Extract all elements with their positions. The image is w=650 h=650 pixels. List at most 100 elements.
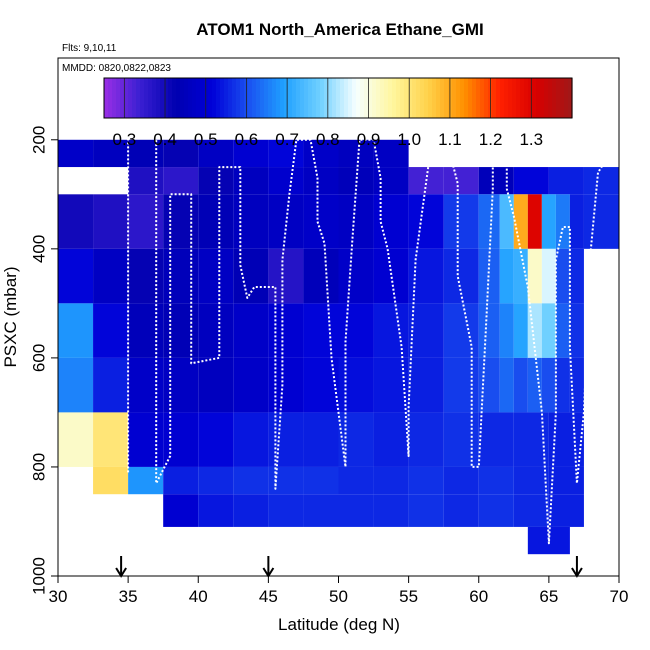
heatmap-cell [527, 357, 542, 413]
heatmap-cell [555, 248, 570, 304]
heatmap-cell [128, 412, 164, 467]
heatmap-cell [163, 466, 199, 495]
heatmap-cell [93, 357, 129, 413]
colorbar-segment [124, 78, 129, 118]
heatmap-cell [408, 412, 444, 467]
colorbar-segment [376, 78, 381, 118]
heatmap-cell [128, 167, 164, 195]
heatmap-cell [499, 357, 514, 413]
heatmap-cell [478, 303, 500, 358]
heatmap-cell [541, 194, 556, 249]
heatmap-cell [541, 303, 556, 358]
colorbar-segment [528, 78, 533, 118]
colorbar-segment [388, 78, 393, 118]
chart-title: ATOM1 North_America Ethane_GMI [196, 20, 484, 39]
heatmap-cell [198, 466, 234, 495]
heatmap-cell [338, 412, 374, 467]
heatmap-cell [513, 494, 549, 527]
heatmap-cell [198, 167, 234, 195]
colorbar-segment [456, 78, 461, 118]
heatmap-cell [233, 357, 269, 413]
heatmap-cell [303, 167, 339, 195]
colorbar-tick-label: 1.0 [397, 130, 421, 149]
x-tick-label: 70 [610, 587, 629, 606]
heatmap-cell [303, 248, 339, 304]
x-tick-label: 55 [399, 587, 418, 606]
colorbar-segment [360, 78, 365, 118]
heatmap-cell [128, 248, 164, 304]
colorbar-segment [560, 78, 565, 118]
colorbar-segment [476, 78, 481, 118]
colorbar-segment [524, 78, 529, 118]
heatmap-cell [541, 248, 556, 304]
colorbar-segment [332, 78, 337, 118]
colorbar-segment [400, 78, 405, 118]
colorbar-segment [484, 78, 489, 118]
heatmap-cell [373, 494, 409, 527]
colorbar-segment [188, 78, 193, 118]
colorbar-segment [468, 78, 473, 118]
colorbar-segment [160, 78, 165, 118]
colorbar-segment [480, 78, 485, 118]
heatmap-cell [163, 139, 199, 168]
colorbar-segment [552, 78, 557, 118]
heatmap-cell [555, 194, 570, 249]
colorbar-segment [240, 78, 245, 118]
colorbar-segment [204, 78, 209, 118]
heatmap-cell [373, 412, 409, 467]
heatmap-cell [128, 303, 164, 358]
heatmap-cell [58, 357, 94, 413]
heatmap-cell [303, 303, 339, 358]
y-tick-label: 400 [29, 235, 48, 263]
colorbar-segment [268, 78, 273, 118]
heatmap-cell [198, 139, 234, 168]
colorbar-segment [384, 78, 389, 118]
colorbar-segment [288, 78, 293, 118]
colorbar-segment [304, 78, 309, 118]
heatmap-cell [478, 494, 514, 527]
heatmap-cell [513, 194, 528, 249]
dates-label: MMDD: 0820,0822,0823 [62, 63, 171, 74]
colorbar-segment [212, 78, 217, 118]
heatmap-cell [569, 303, 584, 358]
heatmap-cell [338, 194, 374, 249]
heatmap-cell [478, 466, 514, 495]
heatmap-cell [408, 494, 444, 527]
colorbar-segment [340, 78, 345, 118]
heatmap-cell [163, 494, 199, 527]
colorbar-segment [256, 78, 261, 118]
colorbar-segment [452, 78, 457, 118]
colorbar-segment [520, 78, 525, 118]
colorbar-segment [536, 78, 541, 118]
colorbar-segment [432, 78, 437, 118]
heatmap-cell [338, 303, 374, 358]
colorbar-segment [144, 78, 149, 118]
colorbar-segment [568, 78, 573, 118]
heatmap-cell [198, 194, 234, 249]
heatmap-cell [163, 167, 199, 195]
heatmap-cell [513, 303, 528, 358]
heatmap-cell [303, 412, 339, 467]
colorbar-segment [516, 78, 521, 118]
colorbar-tick-label: 0.3 [113, 130, 137, 149]
x-tick-label: 50 [329, 587, 348, 606]
heatmap-cell [443, 357, 479, 413]
latitude-marker-head [115, 567, 127, 578]
colorbar-segment [120, 78, 125, 118]
colorbar-segment [512, 78, 517, 118]
y-tick-label: 200 [29, 126, 48, 154]
heatmap-cell [233, 167, 269, 195]
colorbar-segment [232, 78, 237, 118]
heatmap-cell [338, 466, 374, 495]
heatmap-cell [338, 139, 374, 168]
colorbar-segment [280, 78, 285, 118]
heatmap-cell [163, 303, 199, 358]
heatmap-cell [268, 494, 304, 527]
colorbar-tick-label: 0.6 [235, 130, 259, 149]
heatmap-cell [408, 357, 444, 413]
colorbar-segment [324, 78, 329, 118]
colorbar-segment [544, 78, 549, 118]
heatmap-cell [303, 357, 339, 413]
heatmap-cell [555, 303, 570, 358]
colorbar-segment [500, 78, 505, 118]
